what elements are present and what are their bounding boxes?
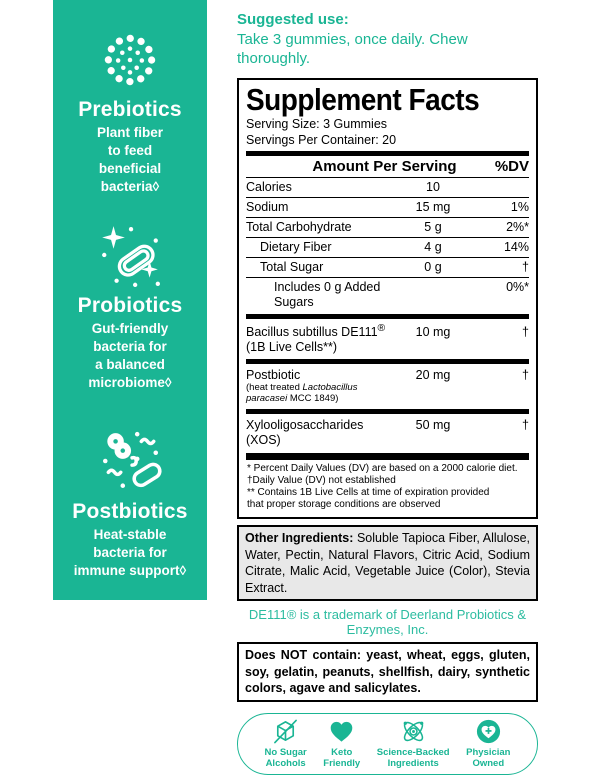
row-dv: 14%: [503, 240, 529, 255]
science-atom-icon: [403, 721, 424, 742]
no-sugar-alcohols-icon: [274, 719, 298, 744]
ingredient-subtext: (heat treated Lactobacillus paracasei MC…: [246, 382, 387, 405]
ingredient-name-line2: (1B Live Cells**): [246, 340, 338, 355]
probiotics-icon: [102, 226, 160, 288]
divider-bar: [246, 359, 529, 365]
row-name: Dietary Fiber: [260, 240, 332, 255]
physician-owned-icon: [476, 719, 500, 744]
benefits-sidebar: Prebiotics Plant fiber to feed beneficia…: [53, 0, 207, 600]
row-amount: 4 g: [424, 240, 442, 255]
badge-science-backed: Science-Backed Ingredients: [377, 718, 450, 769]
section-description: Gut-friendly bacteria for a balanced mic…: [88, 321, 172, 390]
badge-keto-friendly: Keto Friendly: [323, 718, 360, 769]
fact-row-calories: Calories 10: [246, 177, 529, 197]
divider-bar: [246, 314, 529, 320]
fact-row-added-sugars: Includes 0 g Added Sugars 0%*: [246, 277, 529, 312]
badge-label: Keto Friendly: [323, 746, 361, 770]
prebiotics-icon: [104, 34, 156, 86]
other-ingredients-label: Other Ingredients:: [245, 531, 354, 546]
row-amount: 15 mg: [415, 200, 451, 215]
serving-size: Serving Size: 3 Gummies: [246, 116, 388, 131]
fact-row-postbiotic: Postbiotic (heat treated Lactobacillus p…: [246, 366, 529, 407]
row-amount: 10 mg: [415, 325, 451, 340]
row-amount: 10: [426, 180, 440, 195]
facts-header-row: Amount Per Serving %DV: [246, 156, 529, 177]
row-dv: †: [522, 260, 529, 275]
badge-label: Science-Backed Ingredients: [376, 746, 450, 770]
probiotics-section: Probiotics Gut-friendly bacteria for a b…: [53, 222, 207, 391]
facts-footnotes: * Percent Daily Values (DV) are based on…: [247, 463, 518, 511]
supplement-facts-box: Supplement Facts Serving Size: 3 Gummies…: [237, 77, 538, 520]
suggested-use: Suggested use: Take 3 gummies, once dail…: [237, 10, 538, 69]
amount-per-serving-header: Amount Per Serving: [312, 158, 457, 176]
row-name: Total Carbohydrate: [246, 220, 352, 235]
section-description: Heat-stable bacteria for immune support◊: [73, 527, 187, 578]
subtext-pre: (heat treated: [246, 382, 303, 394]
badge-label: No Sugar Alcohols: [264, 746, 307, 770]
row-name: Bacillus subtillus DE111® (1B Live Cells…: [246, 323, 387, 355]
supplement-facts-title: Supplement Facts: [246, 82, 480, 116]
row-dv: †: [522, 368, 529, 383]
does-not-contain-box: Does NOT contain: yeast, wheat, eggs, gl…: [237, 642, 538, 702]
prebiotics-section: Prebiotics Plant fiber to feed beneficia…: [53, 26, 207, 195]
divider-bar: [246, 409, 529, 415]
row-name: Includes 0 g Added Sugars: [274, 280, 381, 310]
registered-mark: ®: [377, 323, 386, 335]
fact-row-bacillus: Bacillus subtillus DE111® (1B Live Cells…: [246, 321, 529, 357]
fact-row-total-sugar: Total Sugar 0 g †: [246, 257, 529, 277]
section-title: Postbiotics: [72, 500, 188, 523]
fact-row-dietary-fiber: Dietary Fiber 4 g 14%: [246, 237, 529, 257]
other-ingredients-text: Soluble Tapioca Fiber, Allulose, Water, …: [245, 531, 530, 595]
row-name: Total Sugar: [260, 260, 324, 275]
badge-no-sugar-alcohols: No Sugar Alcohols: [265, 718, 307, 769]
postbiotics-icon: [103, 431, 162, 488]
row-amount: 0 g: [424, 260, 442, 275]
postbiotics-section: Postbiotics Heat-stable bacteria for imm…: [53, 428, 207, 580]
row-name: Calories: [246, 180, 292, 195]
keto-heart-icon: [330, 721, 353, 742]
ingredient-name: Postbiotic: [246, 368, 301, 383]
other-ingredients-box: Other Ingredients: Soluble Tapioca Fiber…: [237, 525, 538, 602]
does-not-contain-label: Does NOT contain:: [245, 648, 362, 663]
row-name: Xylooligosaccharides (XOS): [246, 418, 364, 448]
divider-bar: [246, 151, 529, 157]
fact-row-xos: Xylooligosaccharides (XOS) 50 mg †: [246, 416, 529, 450]
suggested-use-text: Take 3 gummies, once daily. Chew thoroug…: [237, 30, 468, 68]
row-dv: 2%*: [506, 220, 529, 235]
fact-row-sodium: Sodium 15 mg 1%: [246, 197, 529, 217]
section-description: Plant fiber to feed beneficial bacteria◊: [96, 125, 163, 194]
subtext-post: MCC 1849): [287, 393, 339, 405]
divider-bar: [246, 453, 529, 461]
ingredient-name: Bacillus subtillus DE111: [246, 325, 378, 340]
trademark-note: DE111® is a trademark of Deerland Probio…: [248, 607, 527, 638]
subtext-latin-name: Lactobacillus paracasei: [246, 382, 358, 405]
row-dv: 0%*: [506, 280, 529, 295]
badge-physician-owned: Physician Owned: [466, 718, 510, 769]
section-title: Prebiotics: [78, 98, 182, 121]
dv-header: %DV: [494, 158, 529, 176]
row-dv: 1%: [510, 200, 529, 215]
servings-per-container: Servings Per Container: 20: [246, 132, 397, 147]
row-name: Postbiotic (heat treated Lactobacillus p…: [246, 368, 387, 405]
row-amount: 5 g: [424, 220, 442, 235]
label-main-panel: Suggested use: Take 3 gummies, once dail…: [237, 10, 538, 775]
row-amount: 50 mg: [415, 418, 451, 433]
row-dv: †: [522, 418, 529, 433]
row-name: Sodium: [246, 200, 289, 215]
row-dv: †: [522, 325, 529, 340]
feature-badges-pill: No Sugar Alcohols Keto Friendly Science-…: [237, 712, 538, 775]
suggested-use-label: Suggested use:: [237, 11, 349, 28]
section-title: Probiotics: [77, 294, 183, 317]
fact-row-total-carbohydrate: Total Carbohydrate 5 g 2%*: [246, 217, 529, 237]
row-amount: 20 mg: [415, 368, 451, 383]
badge-label: Physician Owned: [466, 746, 511, 770]
